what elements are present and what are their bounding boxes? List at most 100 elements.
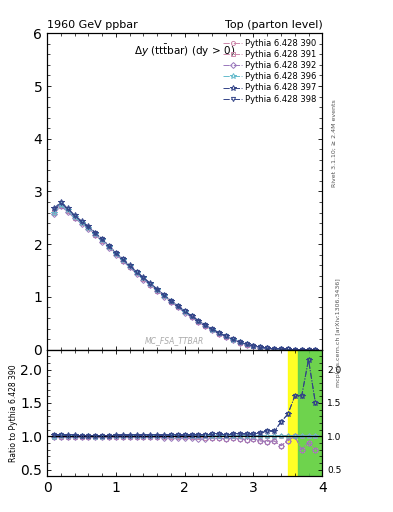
Pythia 6.428 397 — [292, 347, 297, 353]
Pythia 6.428 392 — [155, 288, 160, 294]
Pythia 6.428 398 — [100, 237, 105, 243]
Pythia 6.428 398 — [148, 281, 152, 287]
Pythia 6.428 396 — [127, 263, 132, 269]
Pythia 6.428 396 — [148, 281, 152, 287]
Pythia 6.428 396 — [313, 347, 318, 353]
Pythia 6.428 396 — [210, 327, 215, 333]
Pythia 6.428 392 — [265, 345, 270, 351]
Pythia 6.428 390 — [86, 224, 91, 230]
Pythia 6.428 396 — [231, 336, 235, 343]
Pythia 6.428 396 — [299, 347, 304, 353]
Pythia 6.428 397 — [299, 347, 304, 353]
Pythia 6.428 392 — [59, 203, 63, 209]
Text: Rivet 3.1.10; ≥ 2.4M events: Rivet 3.1.10; ≥ 2.4M events — [332, 99, 337, 187]
Pythia 6.428 392 — [189, 314, 194, 321]
Pythia 6.428 391 — [65, 208, 70, 214]
Pythia 6.428 390 — [155, 287, 160, 293]
Pythia 6.428 390 — [169, 298, 173, 304]
Pythia 6.428 397 — [114, 249, 118, 255]
Pythia 6.428 391 — [306, 347, 311, 353]
Pythia 6.428 398 — [134, 269, 139, 275]
Pythia 6.428 392 — [231, 337, 235, 343]
Pythia 6.428 397 — [134, 268, 139, 274]
Pythia 6.428 391 — [313, 347, 318, 353]
Pythia 6.428 392 — [182, 310, 187, 316]
Pythia 6.428 390 — [237, 339, 242, 345]
Pythia 6.428 398 — [59, 200, 63, 206]
Pythia 6.428 397 — [79, 218, 84, 224]
Pythia 6.428 396 — [237, 339, 242, 345]
Pythia 6.428 397 — [155, 286, 160, 292]
Pythia 6.428 391 — [189, 314, 194, 320]
Pythia 6.428 397 — [86, 223, 91, 229]
Pythia 6.428 390 — [272, 346, 277, 352]
Pythia 6.428 391 — [86, 225, 91, 231]
Pythia 6.428 390 — [114, 250, 118, 257]
Pythia 6.428 392 — [251, 343, 256, 349]
Pythia 6.428 397 — [141, 274, 146, 281]
Pythia 6.428 392 — [114, 251, 118, 258]
Pythia 6.428 397 — [224, 333, 228, 339]
Pythia 6.428 391 — [134, 270, 139, 276]
Pythia 6.428 398 — [244, 341, 249, 347]
Pythia 6.428 390 — [182, 309, 187, 315]
Pythia 6.428 392 — [286, 347, 290, 353]
Pythia 6.428 398 — [237, 339, 242, 345]
Pythia 6.428 390 — [313, 347, 318, 353]
Pythia 6.428 390 — [299, 347, 304, 353]
Pythia 6.428 397 — [72, 212, 77, 218]
Pythia 6.428 391 — [272, 346, 277, 352]
Pythia 6.428 397 — [258, 344, 263, 350]
Pythia 6.428 391 — [258, 345, 263, 351]
Pythia 6.428 391 — [265, 345, 270, 351]
Pythia 6.428 392 — [258, 345, 263, 351]
Pythia 6.428 396 — [251, 343, 256, 349]
Pythia 6.428 398 — [121, 257, 125, 263]
Pythia 6.428 396 — [272, 346, 277, 352]
Pythia 6.428 390 — [231, 336, 235, 343]
Y-axis label: Ratio to Pythia 6.428 390: Ratio to Pythia 6.428 390 — [9, 364, 18, 462]
Pythia 6.428 398 — [86, 224, 91, 230]
Pythia 6.428 391 — [182, 309, 187, 315]
Pythia 6.428 392 — [217, 331, 222, 337]
Pythia 6.428 397 — [251, 343, 256, 349]
Pythia 6.428 396 — [107, 244, 112, 250]
Pythia 6.428 398 — [292, 347, 297, 353]
Pythia 6.428 398 — [272, 346, 277, 352]
Pythia 6.428 392 — [93, 232, 97, 238]
Pythia 6.428 397 — [203, 322, 208, 328]
Pythia 6.428 390 — [141, 275, 146, 282]
Pythia 6.428 397 — [51, 205, 57, 211]
Pythia 6.428 390 — [286, 347, 290, 353]
Pythia 6.428 397 — [217, 330, 222, 336]
Pythia 6.428 396 — [224, 333, 228, 339]
Pythia 6.428 390 — [265, 345, 270, 351]
Pythia 6.428 398 — [203, 322, 208, 328]
Pythia 6.428 392 — [79, 221, 84, 227]
Pythia 6.428 390 — [189, 313, 194, 319]
Pythia 6.428 397 — [265, 345, 270, 351]
Pythia 6.428 397 — [121, 256, 125, 262]
Pythia 6.428 397 — [169, 297, 173, 304]
Pythia 6.428 392 — [121, 258, 125, 264]
Bar — [298, 350, 322, 476]
Pythia 6.428 391 — [244, 342, 249, 348]
Pythia 6.428 396 — [100, 238, 105, 244]
Pythia 6.428 390 — [79, 219, 84, 225]
Pythia 6.428 391 — [292, 347, 297, 353]
Line: Pythia 6.428 392: Pythia 6.428 392 — [52, 204, 318, 352]
Pythia 6.428 391 — [299, 347, 304, 353]
Pythia 6.428 397 — [231, 336, 235, 343]
Pythia 6.428 398 — [265, 345, 270, 351]
Pythia 6.428 391 — [72, 215, 77, 221]
Pythia 6.428 390 — [306, 347, 311, 353]
Pythia 6.428 396 — [86, 225, 91, 231]
Pythia 6.428 398 — [127, 263, 132, 269]
Pythia 6.428 390 — [292, 347, 297, 353]
Pythia 6.428 396 — [217, 330, 222, 336]
Pythia 6.428 396 — [196, 318, 201, 324]
Pythia 6.428 398 — [79, 219, 84, 225]
Pythia 6.428 391 — [93, 231, 97, 238]
Pythia 6.428 396 — [65, 207, 70, 214]
Pythia 6.428 396 — [244, 342, 249, 348]
